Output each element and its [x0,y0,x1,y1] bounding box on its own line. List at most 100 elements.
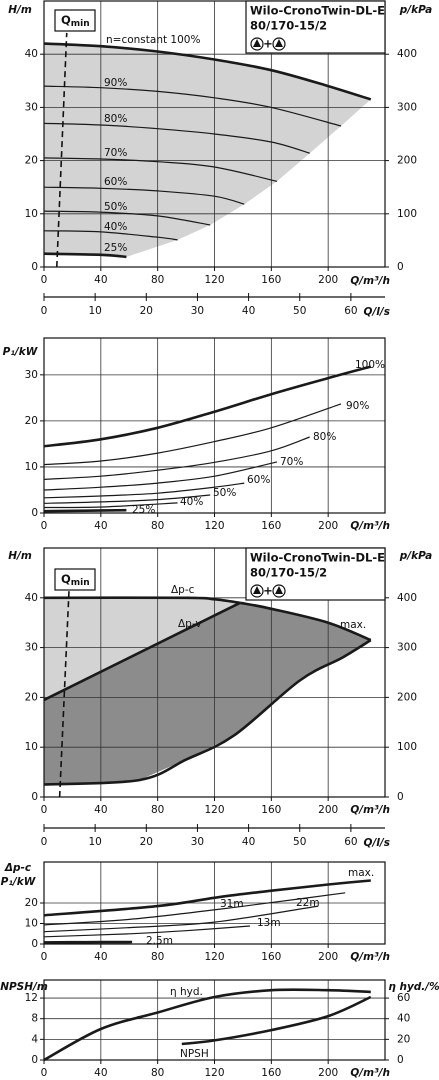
y-tick-label: 10 [25,918,38,930]
curve [43,461,278,491]
qmin-sub: min [71,578,90,588]
curve [43,157,278,182]
y2-tick-label: 400 [397,48,417,60]
y-tick-label: 8 [31,1013,38,1025]
curve-label: 90% [104,77,127,89]
x-tick-label: 40 [94,951,107,963]
y-tick-label: 10 [25,461,38,473]
curve [43,879,371,917]
curve [43,502,178,509]
x2-tick-label: 50 [293,836,306,848]
x-tick-label: 40 [94,520,107,532]
curve [43,988,371,1062]
curve-label: 25% [132,504,155,516]
y2-tick-label: 0 [397,1054,404,1066]
curve-label: 22m [296,897,320,909]
plot-frame [43,337,386,514]
y2-tick-label: 300 [397,642,417,654]
curve-label: 25% [104,242,127,254]
x-tick-label: 80 [151,274,164,286]
curve-label: 100% [355,359,385,371]
x2-tick-label: 30 [191,836,204,848]
curve [43,403,342,466]
operating-area-dark [44,602,371,785]
curve [43,230,178,241]
qmin-label: Qmin [61,13,90,29]
qmin-line [58,577,71,798]
pump-icon-triangle [275,586,283,594]
y2-tick-label: 200 [397,691,417,703]
title-box [245,547,386,601]
x-tick-label: 80 [151,804,164,816]
x-tick-label: 0 [41,1067,48,1079]
y-tick-label: 30 [25,101,38,113]
curve-label: 80% [104,113,127,125]
pump-icon-triangle [275,39,283,47]
x-tick-label: 160 [261,1067,281,1079]
curve [43,482,245,499]
x2-tick-label: 60 [344,305,357,317]
qmin-box [54,568,96,591]
y-tick-label: 20 [25,155,38,167]
qmin-label: Qmin [61,572,90,588]
x-tick-label: 200 [318,1067,338,1079]
y2-tick-label: 200 [397,155,417,167]
y2-tick-label: 0 [397,261,404,273]
y-axis-label: P₁/kW [3,346,38,358]
y2-axis-label: p/kPa [399,4,432,16]
x-tick-label: 0 [41,520,48,532]
y-axis-label: NPSH/m [0,981,48,993]
curve [43,42,372,101]
y-tick-label: 30 [25,642,38,654]
title-line: 80/170-15/2 [250,19,327,33]
x-tick-label: 120 [204,520,224,532]
curve [239,601,372,642]
y-axis-label: Δp-c [4,862,32,874]
plot-frame [43,0,386,268]
y2-tick-label: 20 [397,1033,410,1045]
curve [43,210,211,226]
x-axis-label: Q/m³/h [350,804,390,816]
curve [43,601,241,702]
y2-tick-label: 300 [397,101,417,113]
x-tick-label: 0 [41,804,48,816]
qmin-sub: min [71,19,90,29]
y2-tick-label: 100 [397,741,417,753]
curve-label: 60% [247,474,270,486]
curve-label: n=constant 100% [106,34,200,46]
y2-tick-label: 400 [397,592,417,604]
x-tick-label: 120 [204,1067,224,1079]
x2-axis-label: Q/l/s [364,837,390,849]
y-tick-label: 0 [31,1054,38,1066]
y2-tick-label: 40 [397,1013,410,1025]
x-tick-label: 200 [318,951,338,963]
curve-label: NPSH [180,1048,209,1060]
curve-label: 70% [104,147,127,159]
x-tick-label: 120 [204,951,224,963]
operating-area [44,43,371,257]
curve [43,85,342,127]
y-tick-label: 40 [25,48,38,60]
curve [43,186,245,205]
curve-label: 40% [180,496,203,508]
x2-tick-label: 60 [344,836,357,848]
y-tick-label: 0 [31,261,38,273]
x-tick-label: 120 [204,274,224,286]
x-axis-label: Q/m³/h [350,951,390,963]
x-tick-label: 40 [94,1067,107,1079]
title-line: 80/170-15/2 [250,566,327,580]
curve [43,638,372,786]
curve [43,905,319,933]
curve [43,436,310,480]
x2-tick-label: 20 [140,836,153,848]
x2-tick-label: 10 [88,305,101,317]
pump-joiner: + [263,584,273,598]
pump-icon-triangle [253,39,261,47]
title-line: Wilo-CronoTwin-DL-E [250,4,385,18]
x-tick-label: 80 [151,951,164,963]
curve-label: η hyd. [170,986,203,998]
curve-label: Δp-v [178,618,202,630]
x-axis-label: Q/m³/h [350,275,390,287]
curve-label: 13m [257,917,281,929]
